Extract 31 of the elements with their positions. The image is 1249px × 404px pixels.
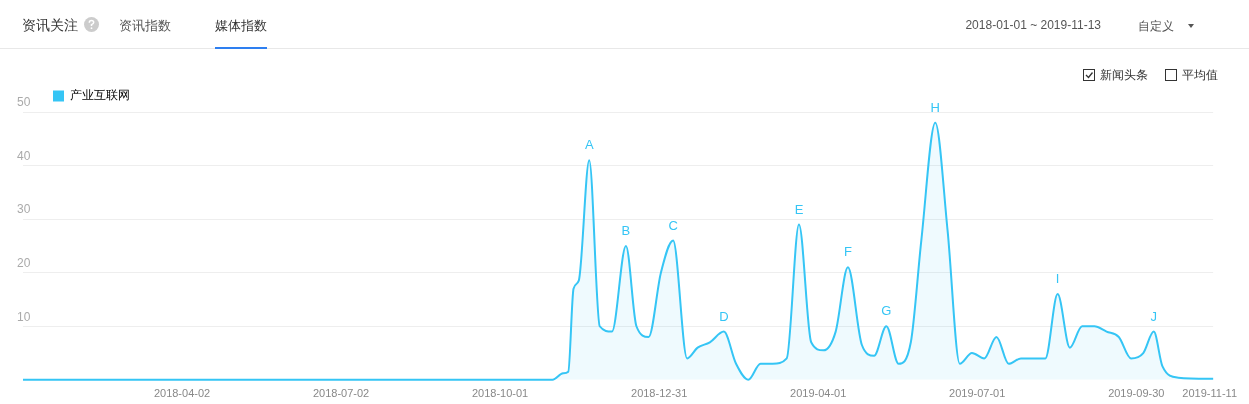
y-tick-label: 30 <box>17 202 31 217</box>
text: 新闻头条 <box>1100 67 1148 84</box>
text: 资讯指数 <box>119 17 171 35</box>
text: 自定义 <box>1138 18 1174 35</box>
x-tick-label: 2019-11-11 <box>1182 387 1237 400</box>
x-tick-label: 2018-07-02 <box>312 387 370 400</box>
x-tick-label: 2019-04-01 <box>790 387 847 400</box>
annotation: H <box>930 99 940 115</box>
y-tick-label: 10 <box>17 309 31 324</box>
x-tick-label: 2019-07-01 <box>949 387 1006 400</box>
legend-label: 产业互联网 <box>70 88 130 103</box>
x-tick-label: 2019-09-30 <box>1108 387 1165 400</box>
y-tick-label: 50 <box>17 95 31 110</box>
annotation: E <box>794 201 804 217</box>
text: 资讯关注 <box>22 17 78 35</box>
text: 2018-01-01 ~ 2019-11-13 <box>965 18 1101 32</box>
x-tick-label: 2018-04-02 <box>153 387 211 400</box>
annotation: A <box>584 137 594 153</box>
annotation: G <box>881 303 892 319</box>
annotation: F <box>843 244 852 260</box>
annotation: J <box>1150 308 1157 324</box>
text: 媒体指数 <box>215 17 267 49</box>
annotation: B <box>621 222 631 238</box>
annotation: D <box>719 308 729 324</box>
annotation: I <box>1055 271 1060 287</box>
y-tick-label: 20 <box>17 255 31 270</box>
y-tick-label: 40 <box>17 148 31 163</box>
x-tick-label: 2018-10-01 <box>471 387 529 400</box>
text: 平均值 <box>1182 67 1218 84</box>
annotation: C <box>668 217 678 233</box>
x-tick-label: 2018-12-31 <box>631 387 688 400</box>
